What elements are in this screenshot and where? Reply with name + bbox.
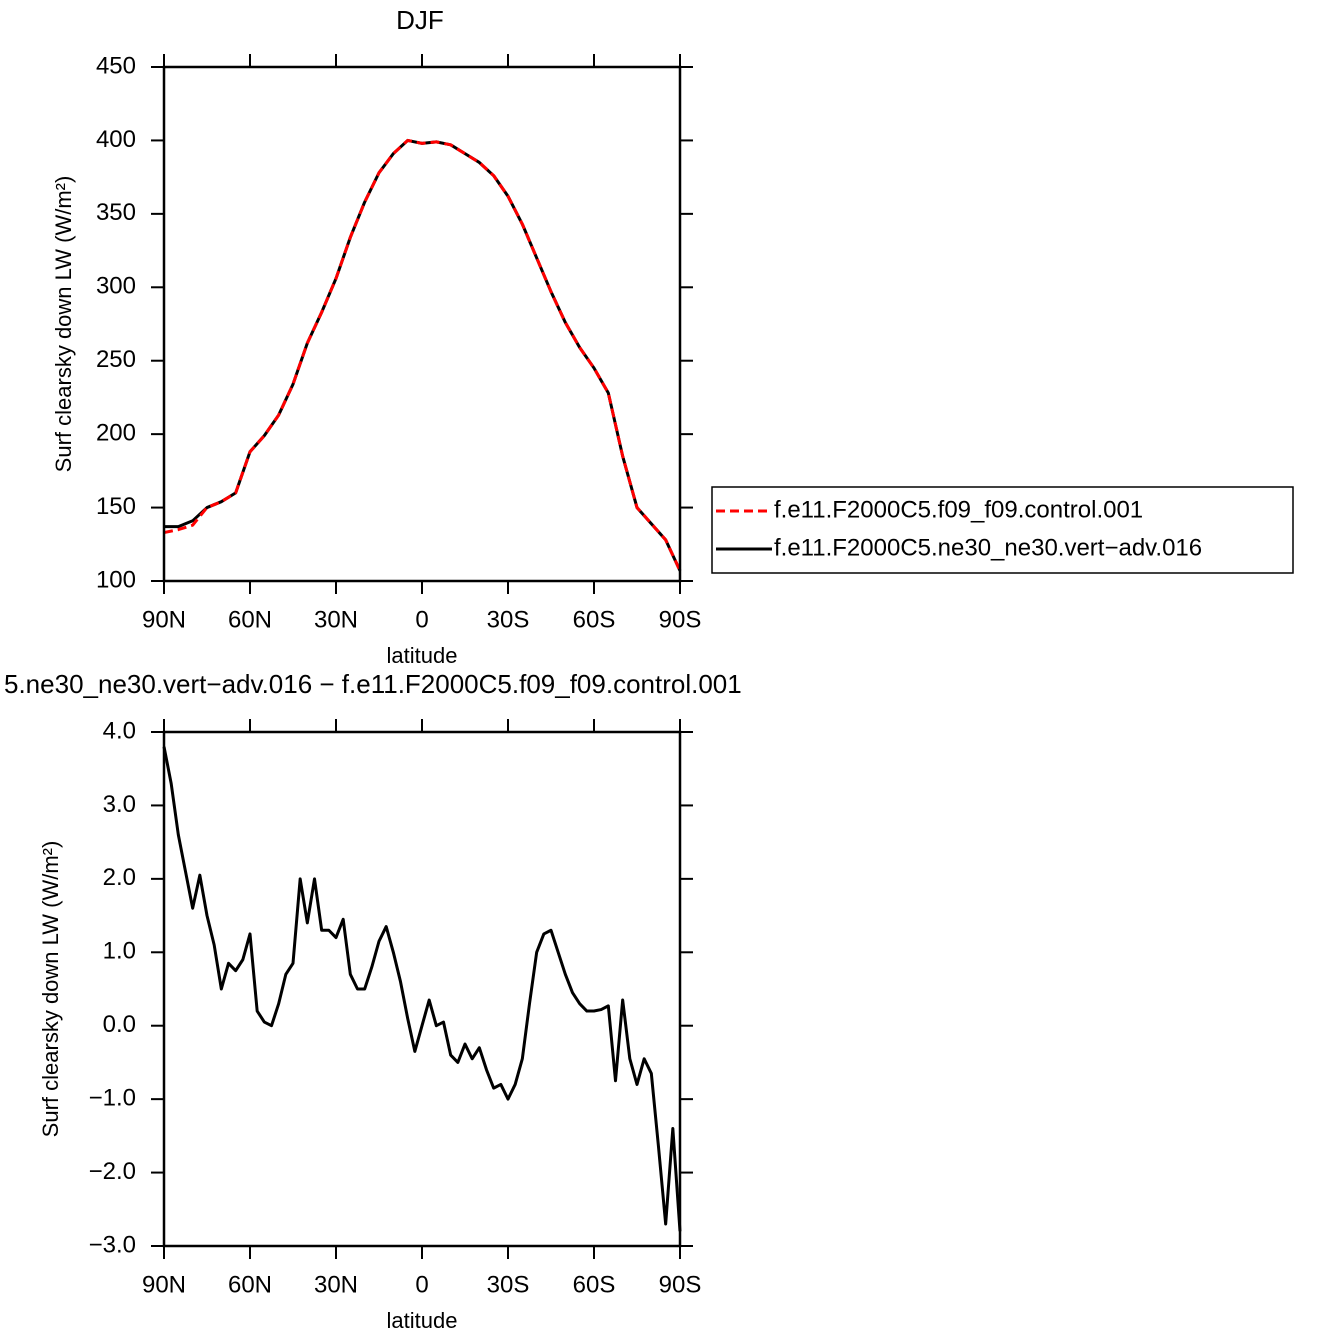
plot-frame (162, 730, 682, 1248)
data-line (164, 138, 682, 572)
x-tick-label: 60N (228, 1271, 272, 1298)
x-axis-label: latitude (387, 643, 458, 668)
y-tick-label: 2.0 (103, 864, 136, 891)
y-tick-label: −3.0 (89, 1231, 136, 1258)
y-tick-label: 300 (96, 273, 136, 300)
legend-label: f.e11.F2000C5.ne30_ne30.vert−adv.016 (774, 534, 1202, 561)
legend-label: f.e11.F2000C5.f09_f09.control.001 (774, 496, 1143, 523)
data-line (162, 746, 682, 1232)
x-axis-label: latitude (387, 1308, 458, 1333)
plot-frame (162, 65, 682, 583)
y-tick-label: 1.0 (103, 938, 136, 965)
y-tick-label: 200 (96, 419, 136, 446)
x-tick-label: 0 (415, 606, 428, 633)
x-tick-label: 0 (415, 1271, 428, 1298)
x-tick-label: 90S (659, 606, 702, 633)
y-tick-label: 450 (96, 52, 136, 79)
x-tick-label: 30N (314, 606, 358, 633)
y-tick-label: 0.0 (103, 1011, 136, 1038)
x-tick-label: 90N (142, 1271, 186, 1298)
x-tick-label: 60S (573, 1271, 616, 1298)
y-tick-label: 250 (96, 346, 136, 373)
x-tick-label: 90N (142, 606, 186, 633)
y-axis-label: Surf clearsky down LW (W/m²) (38, 841, 63, 1138)
y-tick-label: 150 (96, 493, 136, 520)
y-tick-label: −2.0 (89, 1158, 136, 1185)
x-tick-label: 30S (487, 606, 530, 633)
x-tick-label: 30S (487, 1271, 530, 1298)
chart-title: DJF (396, 5, 444, 35)
data-line (163, 138, 682, 572)
y-tick-label: −1.0 (89, 1084, 136, 1111)
chart-title: 5.ne30_ne30.vert−adv.016 − f.e11.F2000C5… (4, 669, 742, 699)
legend-box (711, 486, 1294, 574)
y-tick-label: 400 (96, 126, 136, 153)
y-tick-label: 4.0 (103, 717, 136, 744)
y-axis-label: Surf clearsky down LW (W/m²) (51, 176, 76, 473)
x-tick-label: 60N (228, 606, 272, 633)
x-tick-label: 60S (573, 606, 616, 633)
x-tick-label: 90S (659, 1271, 702, 1298)
y-tick-label: 3.0 (103, 791, 136, 818)
y-tick-label: 100 (96, 566, 136, 593)
y-tick-label: 350 (96, 199, 136, 226)
x-tick-label: 30N (314, 1271, 358, 1298)
